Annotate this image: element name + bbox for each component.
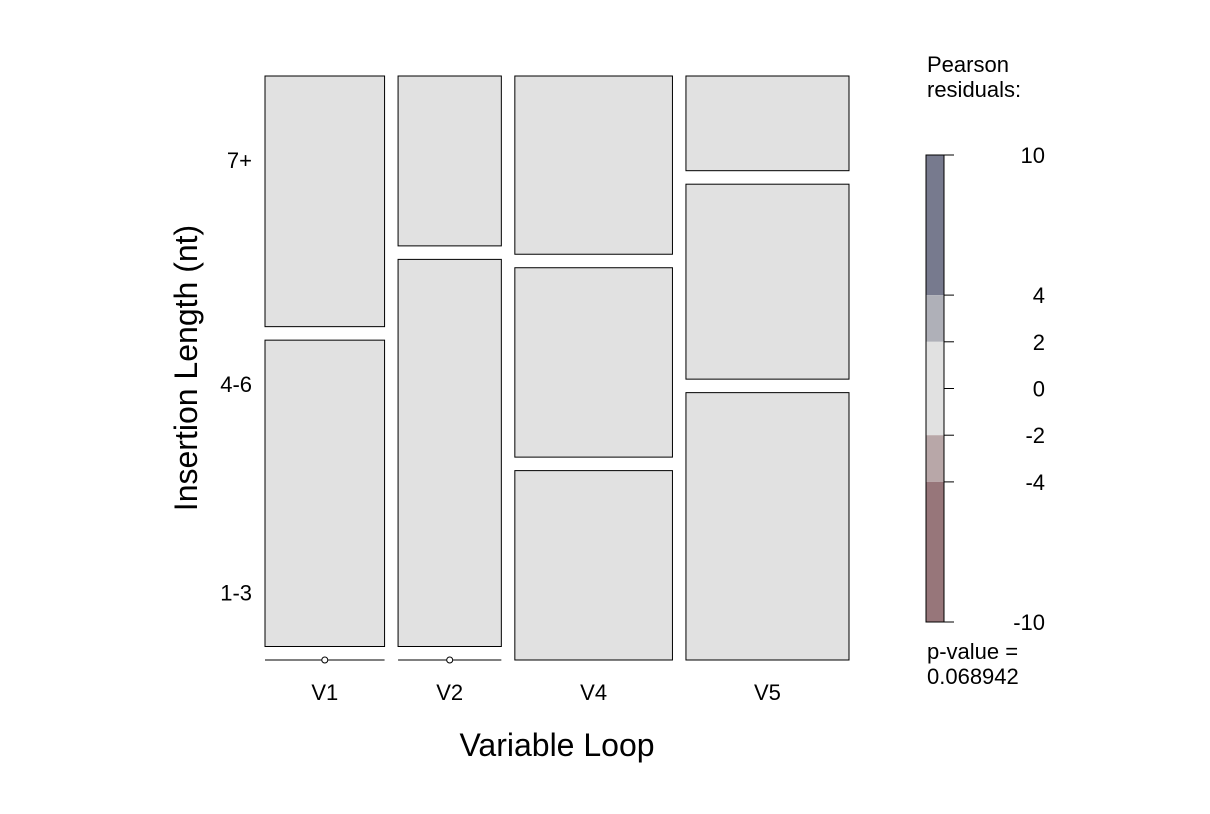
x-tick-V1: V1: [311, 680, 338, 705]
legend-tick-label: 2: [1033, 330, 1045, 355]
zero-cell-marker: [321, 656, 329, 664]
y-tick-labels: 1-3 4-6 7+: [220, 148, 252, 606]
legend-color-bands: [925, 154, 945, 623]
x-tick-labels: V1 V2 V4 V5: [311, 680, 781, 705]
x-tick-V2: V2: [436, 680, 463, 705]
residual-legend: Pearson residuals: 10 4 2 0 -2 -4 -10 p-value …: [925, 52, 1045, 689]
mosaic-cells: [264, 75, 850, 664]
legend-band-0: [926, 155, 944, 296]
cell-V4-1-3: [514, 470, 673, 661]
x-axis-title: Variable Loop: [459, 727, 654, 763]
p-value: 0.068942: [927, 664, 1019, 689]
legend-tick-label: 10: [1021, 143, 1045, 168]
x-tick-V4: V4: [580, 680, 607, 705]
legend-title-line-1: Pearson: [927, 52, 1009, 77]
legend-band-4: [926, 481, 944, 622]
y-tick-7+: 7+: [227, 148, 252, 173]
legend-title-line-2: residuals:: [927, 77, 1021, 102]
legend-band-1: [926, 295, 944, 342]
p-value-label: p-value =: [927, 639, 1018, 664]
legend-tick-label: -4: [1025, 470, 1045, 495]
legend-tick-label: -10: [1013, 610, 1045, 635]
y-tick-4-6: 4-6: [220, 372, 252, 397]
legend-ticks: 10 4 2 0 -2 -4 -10: [944, 143, 1045, 635]
legend-tick-label: 4: [1033, 283, 1045, 308]
legend-tick-label: 0: [1033, 377, 1045, 402]
cell-V1-7+: [264, 75, 386, 328]
cell-V5-1-3: [685, 392, 850, 661]
cell-V5-7+: [685, 75, 850, 172]
legend-tick-label: -2: [1025, 423, 1045, 448]
legend-band-2: [926, 341, 944, 436]
y-axis-title: Insertion Length (nt): [168, 225, 204, 511]
cell-V5-4-6: [685, 183, 850, 380]
cell-V2-7+: [397, 75, 502, 247]
y-tick-1-3: 1-3: [220, 580, 252, 605]
cell-V4-7+: [514, 75, 673, 255]
legend-band-3: [926, 435, 944, 482]
cell-V4-4-6: [514, 267, 673, 458]
cell-V1-4-6: [264, 339, 386, 647]
x-tick-V5: V5: [754, 680, 781, 705]
cell-V2-4-6: [397, 258, 502, 647]
zero-cell-marker: [446, 656, 454, 664]
